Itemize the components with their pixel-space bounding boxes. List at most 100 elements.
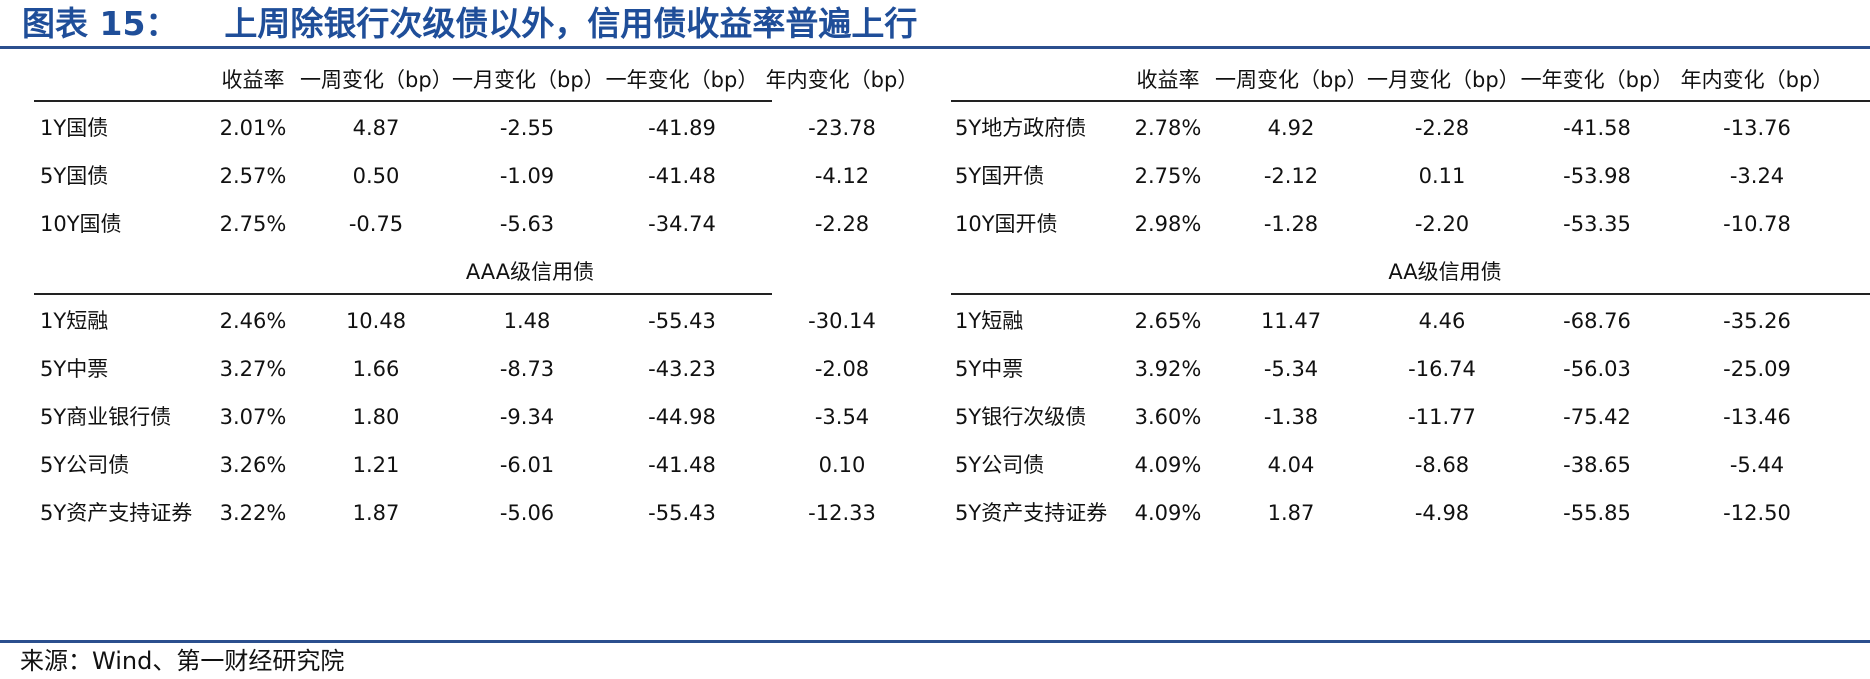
row-yield: 4.09% [1134, 453, 1202, 477]
row-month: -4.98 [1414, 501, 1470, 525]
row-year: -34.74 [648, 212, 716, 236]
row-yield: 2.98% [1134, 212, 1202, 236]
figure-title: 图表 15： 上周除银行次级债以外，信用债收益率普遍上行 [22, 2, 917, 46]
row-week: -5.34 [1263, 357, 1319, 381]
header-ytd-change: 年内变化（bp） [765, 68, 919, 92]
row-yield: 2.65% [1134, 309, 1202, 333]
row-week: -0.75 [348, 212, 404, 236]
row-ytd: -2.28 [814, 212, 870, 236]
row-ytd: -4.12 [814, 164, 870, 188]
figure-number: 图表 15： [22, 4, 179, 43]
row-week: 4.04 [1267, 453, 1315, 477]
row-yield: 2.57% [219, 164, 287, 188]
header-ytd-change: 年内变化（bp） [1680, 68, 1834, 92]
row-yield: 2.78% [1134, 116, 1202, 140]
section-row: AA级信用债 [915, 252, 1870, 292]
row-year: -41.58 [1563, 116, 1631, 140]
row-year: -38.65 [1563, 453, 1631, 477]
header-yield: 收益率 [221, 68, 285, 92]
row-yield: 2.46% [219, 309, 287, 333]
row-month: -16.74 [1408, 357, 1476, 381]
row-name: 1Y国债 [40, 116, 109, 140]
row-name: 5Y资产支持证券 [40, 501, 193, 525]
row-month: -6.01 [499, 453, 555, 477]
source-note: 来源：Wind、第一财经研究院 [20, 647, 345, 675]
row-yield: 4.09% [1134, 501, 1202, 525]
row-week: -1.28 [1263, 212, 1319, 236]
header-year-change: 一年变化（bp） [605, 68, 759, 92]
row-ytd: -25.09 [1723, 357, 1791, 381]
row-month: 1.48 [503, 309, 551, 333]
row-yield: 3.60% [1134, 405, 1202, 429]
row-name: 10Y国开债 [955, 212, 1058, 236]
row-week: -2.12 [1263, 164, 1319, 188]
row-year: -41.89 [648, 116, 716, 140]
row-year: -56.03 [1563, 357, 1631, 381]
header-yield: 收益率 [1136, 68, 1200, 92]
row-month: -1.09 [499, 164, 555, 188]
title-rule [0, 46, 1870, 49]
row-name: 5Y商业银行债 [40, 405, 172, 429]
row-ytd: -13.46 [1723, 405, 1791, 429]
section-title-aaa: AAA级信用债 [465, 260, 595, 284]
header-divider [34, 100, 772, 102]
row-yield: 3.92% [1134, 357, 1202, 381]
footer-rule [0, 640, 1870, 643]
row-ytd: -10.78 [1723, 212, 1791, 236]
row-year: -68.76 [1563, 309, 1631, 333]
row-ytd: -3.54 [814, 405, 870, 429]
row-name: 5Y中票 [40, 357, 109, 381]
row-month: -2.55 [499, 116, 555, 140]
row-name: 5Y资产支持证券 [955, 501, 1108, 525]
row-week: 10.48 [345, 309, 407, 333]
row-year: -53.35 [1563, 212, 1631, 236]
row-name: 5Y国债 [40, 164, 109, 188]
row-week: 0.50 [352, 164, 400, 188]
row-ytd: -12.33 [808, 501, 876, 525]
right-table: 收益率 一周变化（bp） 一月变化（bp） 一年变化（bp） 年内变化（bp） … [915, 60, 1870, 635]
figure-title-text: 上周除银行次级债以外，信用债收益率普遍上行 [224, 4, 918, 43]
row-week: 4.92 [1267, 116, 1315, 140]
row-year: -55.43 [648, 309, 716, 333]
row-month: -5.63 [499, 212, 555, 236]
row-year: -53.98 [1563, 164, 1631, 188]
row-name: 5Y国开债 [955, 164, 1045, 188]
row-ytd: -12.50 [1723, 501, 1791, 525]
row-year: -75.42 [1563, 405, 1631, 429]
row-month: -8.68 [1414, 453, 1470, 477]
row-yield: 3.07% [219, 405, 287, 429]
section-divider [951, 293, 1870, 295]
row-yield: 3.27% [219, 357, 287, 381]
row-name: 5Y银行次级债 [955, 405, 1087, 429]
row-week: 1.66 [352, 357, 400, 381]
section-row: AAA级信用债 [0, 252, 885, 292]
section-title-aa: AA级信用债 [1388, 260, 1502, 284]
row-name: 5Y中票 [955, 357, 1024, 381]
header-week-change: 一周变化（bp） [300, 68, 453, 92]
row-name: 5Y公司债 [955, 453, 1045, 477]
row-name: 10Y国债 [40, 212, 122, 236]
header-divider [951, 100, 1870, 102]
row-year: -41.48 [648, 164, 716, 188]
row-week: 1.21 [352, 453, 400, 477]
row-month: -5.06 [499, 501, 555, 525]
row-month: -2.20 [1414, 212, 1470, 236]
row-year: -41.48 [648, 453, 716, 477]
row-yield: 2.75% [219, 212, 287, 236]
row-week: 1.87 [1267, 501, 1315, 525]
row-month: -11.77 [1408, 405, 1476, 429]
row-ytd: -2.08 [814, 357, 870, 381]
row-ytd: -13.76 [1723, 116, 1791, 140]
row-yield: 2.01% [219, 116, 287, 140]
header-month-change: 一月变化（bp） [452, 68, 605, 92]
row-ytd: -5.44 [1729, 453, 1785, 477]
row-month: -2.28 [1414, 116, 1470, 140]
row-name: 5Y公司债 [40, 453, 130, 477]
row-year: -55.85 [1563, 501, 1631, 525]
row-ytd: -30.14 [808, 309, 876, 333]
row-week: 11.47 [1260, 309, 1322, 333]
row-yield: 3.26% [219, 453, 287, 477]
row-ytd: -3.24 [1729, 164, 1785, 188]
row-year: -43.23 [648, 357, 716, 381]
row-month: 4.46 [1418, 309, 1466, 333]
